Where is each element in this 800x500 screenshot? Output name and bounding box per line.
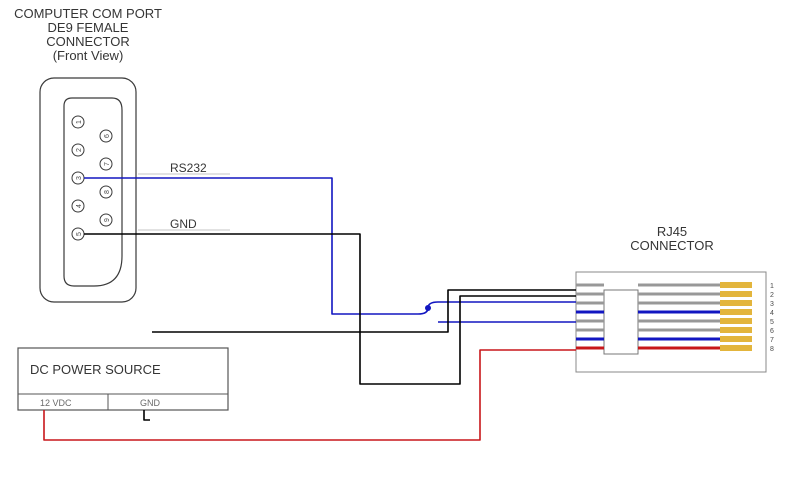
power-gnd-stub — [144, 410, 150, 420]
rj45-contact — [720, 300, 752, 306]
de9-title-line: DE9 FEMALE — [48, 20, 129, 35]
wire-junction — [425, 305, 431, 311]
rj45-pin-number: 1 — [770, 283, 774, 290]
gnd-label: GND — [170, 217, 197, 231]
rj45-contact — [720, 336, 752, 342]
de9-pin-label: 2 — [76, 148, 83, 152]
de9-pin-label: 7 — [104, 162, 111, 166]
rj45-contact — [720, 318, 752, 324]
de9-title-line: COMPUTER COM PORT — [14, 6, 162, 21]
de9-title-line: (Front View) — [53, 48, 124, 63]
rj45-pin-number: 2 — [770, 292, 774, 299]
power-title: DC POWER SOURCE — [30, 362, 161, 377]
rj45-pin-number: 6 — [770, 328, 774, 335]
de9-pin-label: 1 — [76, 120, 83, 124]
rj45-contact — [720, 282, 752, 288]
rs232-label: RS232 — [170, 161, 207, 175]
rj45-contact — [720, 345, 752, 351]
rj45-title-line: RJ45 — [657, 224, 687, 239]
de9-pin-label: 3 — [76, 176, 83, 180]
rs232-wire — [84, 178, 576, 314]
rj45-title-line: CONNECTOR — [630, 238, 714, 253]
power-port-label: 12 VDC — [40, 398, 72, 408]
de9-pin-label: 8 — [104, 190, 111, 194]
de9-pin-label: 9 — [104, 218, 111, 222]
rj45-pin-number: 4 — [770, 310, 774, 317]
rj45-pin-number: 5 — [770, 319, 774, 326]
rj45-contact — [720, 309, 752, 315]
rj45-clip — [604, 290, 638, 354]
de9-title-line: CONNECTOR — [46, 34, 130, 49]
rj45-pin-number: 8 — [770, 346, 774, 353]
de9-pin-label: 5 — [76, 232, 83, 236]
de9-shell — [64, 98, 122, 286]
rj45-contact — [720, 327, 752, 333]
de9-pin-label: 6 — [104, 134, 111, 138]
rj45-pin-number: 7 — [770, 337, 774, 344]
de9-pin-label: 4 — [76, 204, 83, 208]
rj45-pin-number: 3 — [770, 301, 774, 308]
rj45-contact — [720, 291, 752, 297]
power-port-label: GND — [140, 398, 161, 408]
